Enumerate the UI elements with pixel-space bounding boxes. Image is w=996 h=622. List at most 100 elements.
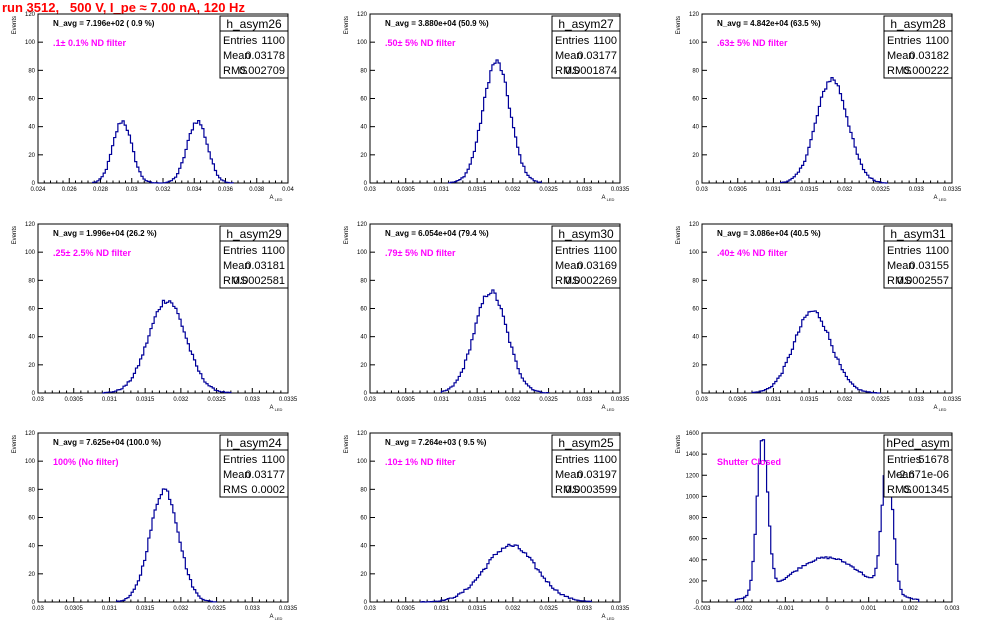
x-tick-label: 0.03: [364, 187, 376, 193]
y-tick-label: 0: [364, 181, 368, 187]
filter-annotation: .50± 5% ND filter: [385, 38, 456, 48]
x-tick-label: 0.026: [62, 187, 78, 193]
x-tick-label: 0.0305: [397, 187, 416, 193]
x-tick-label: 0.0335: [611, 606, 630, 612]
stat-value: 0.03155: [909, 260, 949, 272]
y-axis-label: Events: [676, 435, 682, 453]
x-tick-label: 0.03: [126, 187, 138, 193]
y-tick-label: 60: [692, 97, 699, 103]
filter-annotation: 100% (No filter): [53, 457, 119, 467]
x-tick-label: 0.033: [245, 606, 261, 612]
x-tick-label: 0.031: [434, 606, 450, 612]
x-tick-label: 0.033: [909, 187, 925, 193]
y-tick-label: 60: [28, 97, 35, 103]
filter-annotation: .79± 5% ND filter: [385, 248, 456, 258]
x-tick-label: 0.031: [434, 187, 450, 193]
x-axis-label: A LED: [602, 405, 615, 412]
y-tick-label: 100: [357, 459, 368, 465]
stat-value: 1100: [261, 454, 285, 466]
stats-box: [883, 15, 953, 79]
stat-value: 1100: [593, 245, 617, 257]
x-tick-label: 0.001: [861, 606, 877, 612]
histogram-name: h_asym25: [558, 436, 614, 450]
navg-label: N_avg = 1.996e+04 (26.2 %): [53, 229, 157, 238]
stat-value: 0.03182: [909, 50, 949, 62]
x-tick-label: 0.0335: [611, 187, 630, 193]
x-tick-label: 0.032: [173, 397, 189, 403]
x-tick-label: 0.0315: [136, 606, 155, 612]
y-tick-label: 0: [364, 600, 368, 606]
y-tick-label: 80: [28, 487, 35, 493]
x-tick-label: 0.031: [766, 397, 782, 403]
x-tick-label: 0.03: [364, 606, 376, 612]
stats-box: [219, 434, 289, 498]
navg-label: N_avg = 7.264e+03 ( 9.5 %): [385, 438, 487, 447]
x-tick-label: 0.0325: [207, 606, 226, 612]
stat-key: RMS: [555, 275, 579, 287]
y-tick-label: 40: [692, 125, 699, 131]
stat-value: 1100: [261, 245, 285, 257]
stat-key: Mean: [223, 260, 251, 272]
filter-annotation: .10± 1% ND filter: [385, 457, 456, 467]
x-tick-label: 0.0325: [871, 397, 890, 403]
stat-key: RMS: [223, 484, 247, 496]
x-tick-label: 0.0325: [539, 187, 558, 193]
navg-label: N_avg = 6.054e+04 (79.4 %): [385, 229, 489, 238]
stat-key: Entries: [555, 454, 590, 466]
y-tick-label: 100: [689, 40, 700, 46]
x-tick-label: 0.033: [577, 397, 593, 403]
x-tick-label: 0.032: [837, 187, 853, 193]
panel-h_asym30: 0.03 0.0305 0.031 0.0315 0.032 0.0325 0.033 0.0…: [344, 222, 630, 412]
navg-label: N_avg = 7.196e+02 ( 0.9 %): [53, 19, 155, 28]
y-tick-label: 40: [360, 335, 367, 341]
stat-key: RMS: [887, 484, 911, 496]
y-tick-label: 120: [689, 222, 700, 228]
x-tick-label: 0.038: [249, 187, 265, 193]
filter-annotation: .63± 5% ND filter: [717, 38, 788, 48]
panel-h_asym31: 0.03 0.0305 0.031 0.0315 0.032 0.0325 0.033 0.0…: [676, 222, 962, 412]
panel-h_asym24: 0.03 0.0305 0.031 0.0315 0.032 0.0325 0.033 0.0…: [12, 431, 298, 621]
stat-value: 1100: [925, 35, 949, 47]
x-axis-label: A LED: [270, 405, 283, 412]
y-axis-label: Events: [344, 435, 350, 453]
panel-h_asym27: 0.03 0.0305 0.031 0.0315 0.032 0.0325 0.033 0.0…: [344, 12, 630, 202]
x-tick-label: 0.03: [696, 397, 708, 403]
y-axis-label: Events: [344, 226, 350, 244]
y-tick-label: 1600: [686, 431, 700, 437]
stat-value: 1100: [261, 35, 285, 47]
stat-value: 0.0001874: [565, 65, 617, 77]
x-tick-label: 0.032: [837, 397, 853, 403]
x-tick-label: 0.0305: [65, 606, 84, 612]
x-tick-label: 0.0325: [207, 397, 226, 403]
y-tick-label: 120: [689, 12, 700, 18]
filter-annotation: .1± 0.1% ND filter: [53, 38, 126, 48]
x-axis-label: A LED: [602, 195, 615, 202]
stat-key: Mean: [887, 260, 915, 272]
y-axis-label: Events: [344, 16, 350, 34]
x-tick-label: 0.031: [434, 397, 450, 403]
x-axis-label: A LED: [934, 405, 947, 412]
stat-key: RMS: [555, 65, 579, 77]
y-tick-label: 0: [32, 600, 36, 606]
y-tick-label: 0: [32, 181, 36, 187]
y-tick-label: 0: [696, 391, 700, 397]
panel-h_asym28: 0.03 0.0305 0.031 0.0315 0.032 0.0325 0.033 0.0…: [676, 12, 962, 202]
y-tick-label: 0: [696, 600, 700, 606]
y-tick-label: 80: [360, 278, 367, 284]
y-tick-label: 60: [360, 516, 367, 522]
y-tick-label: 120: [357, 12, 368, 18]
x-tick-label: 0.0335: [943, 397, 962, 403]
histogram-line: [92, 120, 234, 184]
histogram-line: [779, 77, 888, 184]
x-tick-label: 0.032: [505, 606, 521, 612]
y-tick-label: 0: [696, 181, 700, 187]
y-tick-label: 80: [360, 487, 367, 493]
stat-key: RMS: [555, 484, 579, 496]
y-tick-label: 40: [28, 335, 35, 341]
stat-key: Entries: [223, 454, 258, 466]
y-tick-label: 40: [360, 125, 367, 131]
y-tick-label: 100: [25, 40, 36, 46]
x-tick-label: 0.0305: [729, 397, 748, 403]
filter-annotation: .25± 2.5% ND filter: [53, 248, 131, 258]
x-tick-label: 0.032: [505, 187, 521, 193]
